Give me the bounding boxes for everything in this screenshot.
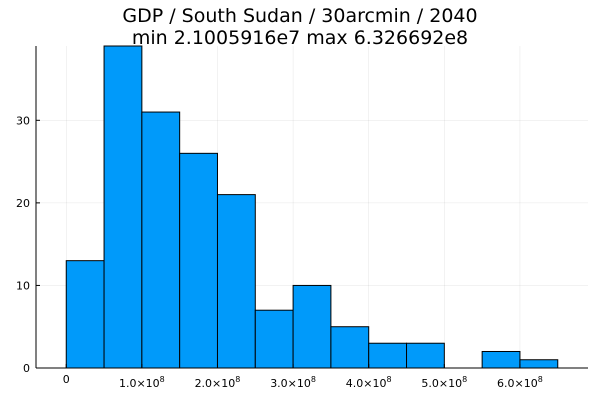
x-tick-label-2: 2.0×108: [195, 375, 241, 390]
histogram-bar-7: [330, 326, 370, 369]
chart-title-line-2: min 2.1005916e7 max 6.326692e8: [131, 27, 469, 49]
chart-title-line-1: GDP / South Sudan / 30arcmin / 2040: [122, 5, 478, 27]
y-tick-label-1: 10: [16, 279, 30, 292]
tick-labels: 0 10 20 30 0 1.0×108 2.0×108 3.0×108 4.0×108 5.0×…: [16, 114, 543, 390]
histogram-bar-6: [292, 284, 332, 369]
histogram-bar-0: [65, 260, 105, 369]
x-tick-label-0: 0: [63, 373, 70, 386]
y-tick-label-2: 20: [16, 197, 30, 210]
histogram-bar-4: [216, 194, 256, 369]
x-tick-label-5: 5.0×108: [421, 375, 467, 390]
x-tick-label-1: 1.0×108: [119, 375, 165, 390]
y-tick-label-0: 0: [23, 362, 30, 375]
histogram-bar-12: [519, 359, 559, 369]
histogram-bar-11: [481, 350, 521, 369]
histogram-bar-3: [179, 152, 218, 369]
y-tick-label-3: 30: [16, 114, 30, 127]
histogram-bar-1: [103, 45, 143, 369]
x-tick-label-4: 4.0×108: [346, 375, 392, 390]
x-tick-label-6: 6.0×108: [497, 375, 543, 390]
histogram-bar-9: [406, 342, 445, 369]
histogram-bars: [65, 45, 559, 369]
axes: [35, 46, 588, 369]
x-tick-label-3: 3.0×108: [270, 375, 316, 390]
histogram-bar-5: [254, 309, 294, 369]
histogram-bar-2: [141, 111, 181, 369]
histogram-bar-8: [368, 342, 408, 369]
